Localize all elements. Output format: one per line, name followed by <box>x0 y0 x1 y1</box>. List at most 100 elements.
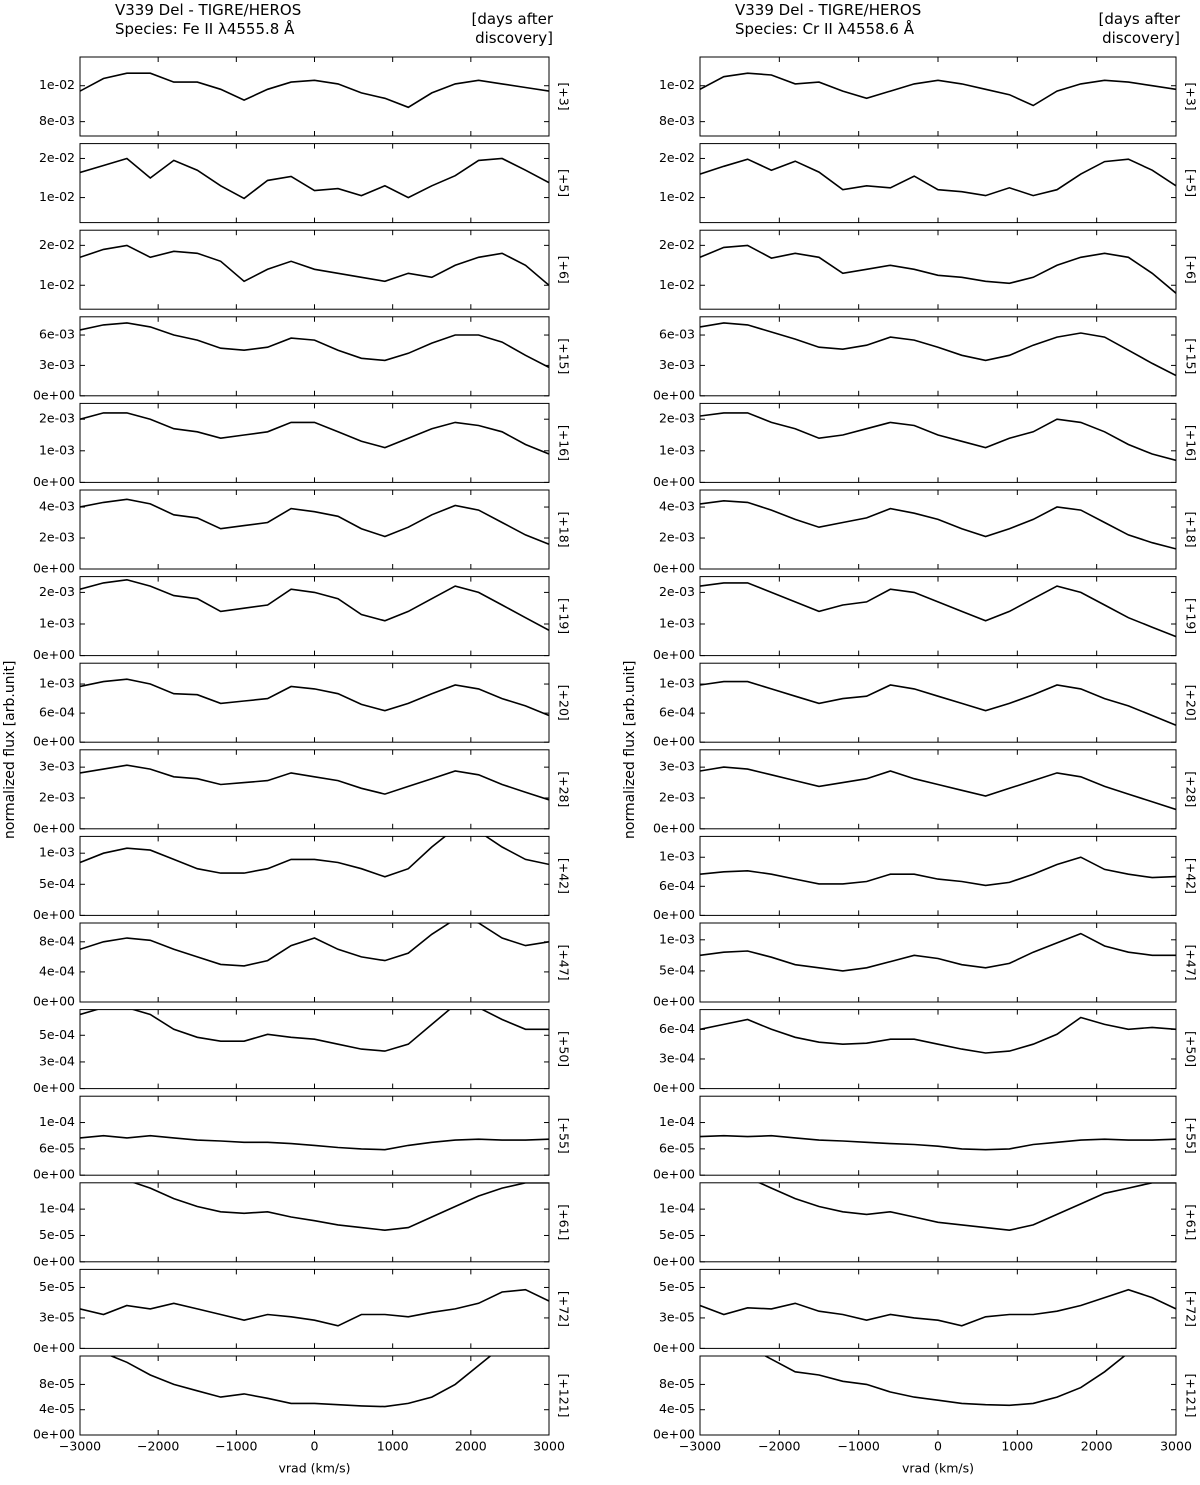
y-tick-label: 2e-02 <box>659 237 695 252</box>
y-tick-label: 0e+00 <box>33 1080 75 1095</box>
x-tick-label: −1000 <box>215 1439 257 1454</box>
panel-label: [+61] <box>557 1204 572 1240</box>
y-tick-label: 0e+00 <box>653 994 695 1009</box>
y-tick-label: 8e-05 <box>659 1376 695 1391</box>
y-tick-label: 0e+00 <box>653 647 695 662</box>
y-tick-label: 3e-03 <box>39 759 75 774</box>
spectrum-line <box>700 766 1176 811</box>
y-tick-label: 8e-05 <box>39 1376 75 1391</box>
y-tick-label: 0e+00 <box>33 1253 75 1268</box>
x-tick-label: 2000 <box>455 1439 487 1454</box>
y-tick-label: 0e+00 <box>33 820 75 835</box>
panel-label: [+28] <box>557 771 572 807</box>
spectrum-line <box>700 322 1176 377</box>
y-tick-label: 2e-03 <box>659 530 695 545</box>
y-tick-label: 2e-02 <box>659 150 695 165</box>
y-tick-label: 0e+00 <box>33 1167 75 1182</box>
panel-frame <box>79 662 550 743</box>
annotation: [days after discovery] <box>471 10 553 47</box>
y-tick-label: 3e-05 <box>659 1309 695 1324</box>
panel-label: [+42] <box>557 858 572 894</box>
y-tick-label: 5e-05 <box>39 1279 75 1294</box>
y-tick-label: 0e+00 <box>33 734 75 749</box>
spectrum-line <box>80 72 549 109</box>
y-tick-label: 4e-04 <box>39 963 75 978</box>
spectrum-line <box>700 582 1176 638</box>
y-tick-label: 1e-04 <box>659 1114 695 1129</box>
spectrum-line <box>700 680 1176 726</box>
y-tick-label: 6e-04 <box>659 1021 695 1036</box>
panel-frame <box>699 1009 1177 1090</box>
annotation: [days after discovery] <box>1098 10 1180 47</box>
spectrum-line <box>700 932 1176 972</box>
y-tick-label: 6e-04 <box>659 878 695 893</box>
spectrum-line <box>700 1016 1176 1054</box>
x-tick-label: 1000 <box>377 1439 409 1454</box>
y-tick-label: 2e-03 <box>659 584 695 599</box>
y-tick-label: 4e-03 <box>39 499 75 514</box>
spectrum-line <box>80 1009 549 1052</box>
x-tick-label: −3000 <box>679 1439 721 1454</box>
panel-frame <box>699 143 1177 224</box>
y-tick-label: 3e-03 <box>39 357 75 372</box>
y-tick-label: 6e-03 <box>39 327 75 342</box>
panel-label: [+72] <box>557 1291 572 1327</box>
y-tick-label: 3e-04 <box>659 1050 695 1065</box>
y-tick-label: 0e+00 <box>33 561 75 576</box>
panel-label: [+20] <box>557 685 572 721</box>
y-tick-label: 5e-04 <box>39 1027 75 1042</box>
x-tick-label: 2000 <box>1081 1439 1113 1454</box>
y-tick-label: 0e+00 <box>33 647 75 662</box>
panel-label: [+16] <box>1184 425 1199 461</box>
panel-frame <box>79 749 550 830</box>
y-tick-label: 1e-03 <box>39 616 75 631</box>
chart-title: V339 Del - TIGRE/HEROS <box>735 1 922 19</box>
y-tick-label: 2e-03 <box>659 411 695 426</box>
spectrum-line <box>80 244 549 286</box>
panel-frame <box>699 316 1177 397</box>
spectrum-line <box>700 499 1176 550</box>
y-tick-label: 1e-03 <box>39 442 75 457</box>
spectrum-line <box>700 72 1176 107</box>
panel-label: [+6] <box>557 256 572 284</box>
spectrum-line <box>80 1288 549 1327</box>
spectrum-line <box>700 856 1176 887</box>
y-tick-label: 0e+00 <box>33 474 75 489</box>
spectrum-line <box>80 923 549 967</box>
panel-label: [+5] <box>1184 169 1199 197</box>
spectrum-line <box>700 244 1176 294</box>
chart-subtitle: Species: Cr II λ4558.6 Å <box>735 20 914 38</box>
y-tick-label: 1e-03 <box>659 849 695 864</box>
chart-title: V339 Del - TIGRE/HEROS <box>115 1 302 19</box>
panel-label: [+6] <box>1184 256 1199 284</box>
spectrum-line <box>80 836 549 878</box>
y-tick-label: 4e-03 <box>659 499 695 514</box>
spectrum-line <box>80 764 549 801</box>
panel-label: [+47] <box>1184 944 1199 980</box>
spectrum-line <box>80 498 549 545</box>
y-axis-label: normalized flux [arb.unit] <box>2 661 18 839</box>
x-tick-label: 0 <box>934 1439 942 1454</box>
y-tick-label: 8e-04 <box>39 933 75 948</box>
y-tick-label: 0e+00 <box>653 1253 695 1268</box>
y-tick-label: 2e-03 <box>39 411 75 426</box>
y-tick-label: 1e-02 <box>659 189 695 204</box>
panel-label: [+121] <box>1184 1373 1199 1417</box>
y-tick-label: 0e+00 <box>33 1427 75 1442</box>
spectrum-line <box>80 412 549 455</box>
y-tick-label: 8e-03 <box>659 113 695 128</box>
panel-frame <box>699 1355 1177 1436</box>
panel-frame <box>699 489 1177 570</box>
panel-label: [+47] <box>557 944 572 980</box>
panel-label: [+18] <box>1184 511 1199 547</box>
y-tick-label: 0e+00 <box>653 1167 695 1182</box>
spectrum-line <box>80 322 549 369</box>
x-axis-label: vrad (km/s) <box>902 1461 974 1476</box>
spectrum-line <box>80 578 549 632</box>
panel-label: [+19] <box>1184 598 1199 634</box>
panel-frame <box>699 922 1177 1003</box>
y-tick-label: 3e-03 <box>659 759 695 774</box>
panel-label: [+19] <box>557 598 572 634</box>
y-tick-label: 0e+00 <box>653 1080 695 1095</box>
